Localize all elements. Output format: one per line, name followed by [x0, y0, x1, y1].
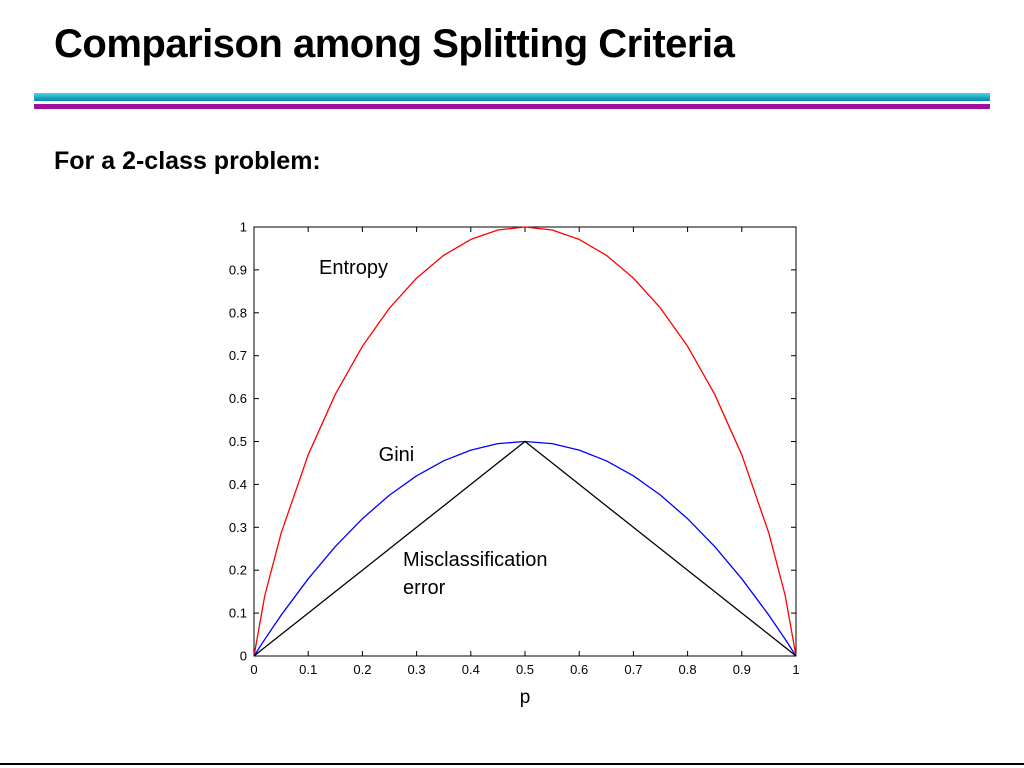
y-tick-label: 0.4 [229, 477, 247, 492]
y-tick-label: 0.3 [229, 520, 247, 535]
x-tick-label: 0.3 [408, 662, 426, 677]
footer-rule [0, 763, 1024, 765]
x-tick-label: 0.1 [299, 662, 317, 677]
y-tick-label: 0.7 [229, 348, 247, 363]
x-tick-label: 0.9 [733, 662, 751, 677]
y-tick-label: 1 [240, 220, 247, 235]
axes: 0 0.1 0.2 0.3 0.4 0.5 0.6 0.7 0.8 0.9 1 0 0.1 0.2 0.3 0… [229, 220, 800, 678]
x-axis-label: p [520, 687, 531, 708]
x-tick-label: 0.8 [679, 662, 697, 677]
annotation-misclassification-error: Misclassification error [403, 549, 547, 599]
series-line-misclassification-error [253, 440, 797, 657]
y-tick-label: 0.6 [229, 391, 247, 406]
x-tick-label: 0 [250, 662, 257, 677]
y-tick-label: 0.5 [229, 434, 247, 449]
x-tick-label: 0.5 [516, 662, 534, 677]
y-tick-label: 0.1 [229, 606, 247, 621]
y-tick-label: 0.2 [229, 563, 247, 578]
y-tick-label: 0 [240, 649, 247, 664]
y-tick-label: 0.9 [229, 262, 247, 277]
x-tick-label: 0.7 [624, 662, 642, 677]
title-underline-purple [34, 104, 990, 109]
slide-subtitle: For a 2-class problem: [54, 147, 321, 175]
x-tick-label: 1 [792, 662, 799, 677]
slide-title: Comparison among Splitting Criteria [54, 22, 735, 66]
annotation-entropy: Entropy [319, 257, 388, 279]
y-tick-label: 0.8 [229, 305, 247, 320]
annotation-gini: Gini [379, 444, 415, 466]
series-line-entropy [253, 226, 797, 657]
annotation-layer: Entropy Gini Misclassification error [319, 257, 547, 599]
x-tick-label: 0.4 [462, 662, 480, 677]
x-tick-label: 0.2 [353, 662, 371, 677]
title-underline-teal [34, 93, 990, 101]
x-tick-label: 0.6 [570, 662, 588, 677]
series-layer [253, 226, 797, 657]
